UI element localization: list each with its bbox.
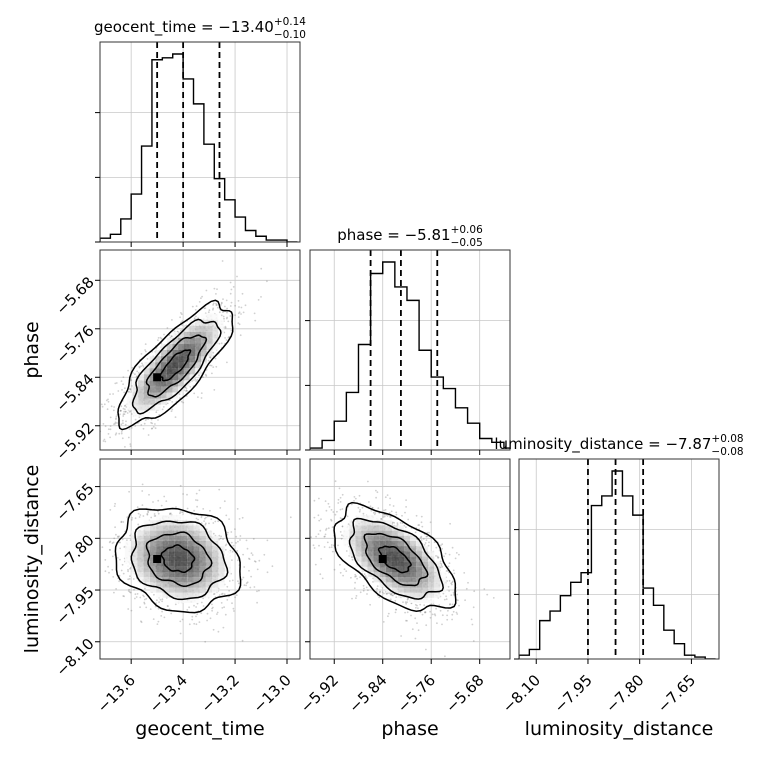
panel-content xyxy=(100,250,300,450)
scatter-panel-geocent_time-luminosity_distance xyxy=(95,458,301,664)
contour-1.5sigma xyxy=(131,318,222,415)
title-part: −7.87 xyxy=(665,435,711,453)
density-map xyxy=(124,515,231,603)
y-axis-label-luminosity_distance: luminosity_distance xyxy=(21,465,43,654)
panel-frame xyxy=(99,249,301,451)
y-tick-label-luminosity_distance: −7.95 xyxy=(52,583,97,628)
x-tick-label-geocent_time: −13.2 xyxy=(198,671,243,716)
title-part: −5.81 xyxy=(405,226,451,244)
title-luminosity_distance: luminosity_distance = −7.87+0.08 −0.08 xyxy=(494,433,743,458)
x-tick-label-phase: −5.76 xyxy=(394,671,439,716)
x-axis-label-luminosity_distance: luminosity_distance xyxy=(525,718,714,740)
density-map xyxy=(343,515,447,603)
x-tick-label-phase: −5.92 xyxy=(297,671,342,716)
histogram-luminosity_distance xyxy=(519,470,716,659)
contour-1sigma xyxy=(145,531,213,588)
title-part: phase = xyxy=(337,226,404,244)
title-part: +0.08 xyxy=(711,433,743,445)
peak-marker xyxy=(153,555,162,563)
title-phase: phase = −5.81+0.06 −0.05 xyxy=(337,224,483,249)
y-tick-label-luminosity_distance: −7.65 xyxy=(52,480,97,525)
x-tick-label-geocent_time: −13.4 xyxy=(146,671,191,716)
contour-1sigma xyxy=(145,334,208,398)
contour-2sigma xyxy=(117,299,234,431)
title-part: luminosity_distance = xyxy=(494,435,665,454)
peak-marker xyxy=(378,555,387,563)
contour-1.5sigma xyxy=(348,517,444,600)
panel-frame xyxy=(99,458,301,660)
x-tick-label-luminosity_distance: −7.80 xyxy=(602,671,647,716)
title-part: +0.14 xyxy=(274,16,306,28)
contour-0.5sigma xyxy=(377,545,412,574)
title-part: −0.05 xyxy=(451,237,483,249)
y-tick-label-phase: −5.84 xyxy=(52,370,97,415)
panel-frame xyxy=(99,41,301,243)
x-tick-label-geocent_time: −13.0 xyxy=(250,671,295,716)
title-part: −13.40 xyxy=(218,18,274,36)
panel-frame xyxy=(518,458,720,660)
scatter-panel-geocent_time-phase xyxy=(95,249,301,455)
y-tick-label-luminosity_distance: −8.10 xyxy=(52,635,97,680)
scatter-panel-phase-luminosity_distance xyxy=(305,458,511,664)
x-axis-label-geocent_time: geocent_time xyxy=(135,718,264,740)
title-geocent_time: geocent_time = −13.40+0.14 −0.10 xyxy=(94,16,306,41)
x-tick-label-luminosity_distance: −8.10 xyxy=(499,671,544,716)
panel-content xyxy=(310,459,510,659)
x-tick-label-luminosity_distance: −7.95 xyxy=(551,671,596,716)
contour-1.5sigma xyxy=(130,520,229,601)
hist-panel-phase: phase = −5.81+0.06 −0.05 xyxy=(305,224,511,455)
contour-2sigma xyxy=(333,501,457,612)
x-tick-label-phase: −5.84 xyxy=(345,671,390,716)
title-part: geocent_time = xyxy=(94,18,218,37)
x-tick-label-luminosity_distance: −7.65 xyxy=(654,671,699,716)
y-tick-label-phase: −5.92 xyxy=(52,419,97,464)
y-axis-label-phase: phase xyxy=(21,321,43,378)
title-part: −0.10 xyxy=(274,29,306,41)
histogram-phase xyxy=(310,261,510,450)
panel-frame xyxy=(309,249,511,451)
contour-2sigma xyxy=(114,507,242,614)
panel-content xyxy=(100,459,300,659)
x-tick-label-geocent_time: −13.6 xyxy=(94,671,139,716)
y-tick-label-phase: −5.68 xyxy=(52,273,97,318)
title-part: −0.08 xyxy=(711,446,743,458)
histogram-geocent_time xyxy=(100,53,298,242)
hist-panel-geocent_time: geocent_time = −13.40+0.14 −0.10 xyxy=(94,16,306,247)
hist-panel-luminosity_distance: luminosity_distance = −7.87+0.08 −0.08 xyxy=(494,433,744,664)
contour-0.5sigma xyxy=(160,544,196,574)
title-part: +0.06 xyxy=(451,224,483,236)
y-tick-label-phase: −5.76 xyxy=(52,322,97,367)
x-axis-label-phase: phase xyxy=(381,718,438,740)
y-tick-label-luminosity_distance: −7.80 xyxy=(52,531,97,576)
x-tick-label-phase: −5.68 xyxy=(442,671,487,716)
panel-frame xyxy=(309,458,511,660)
peak-marker xyxy=(153,373,162,382)
contour-1sigma xyxy=(363,532,429,587)
